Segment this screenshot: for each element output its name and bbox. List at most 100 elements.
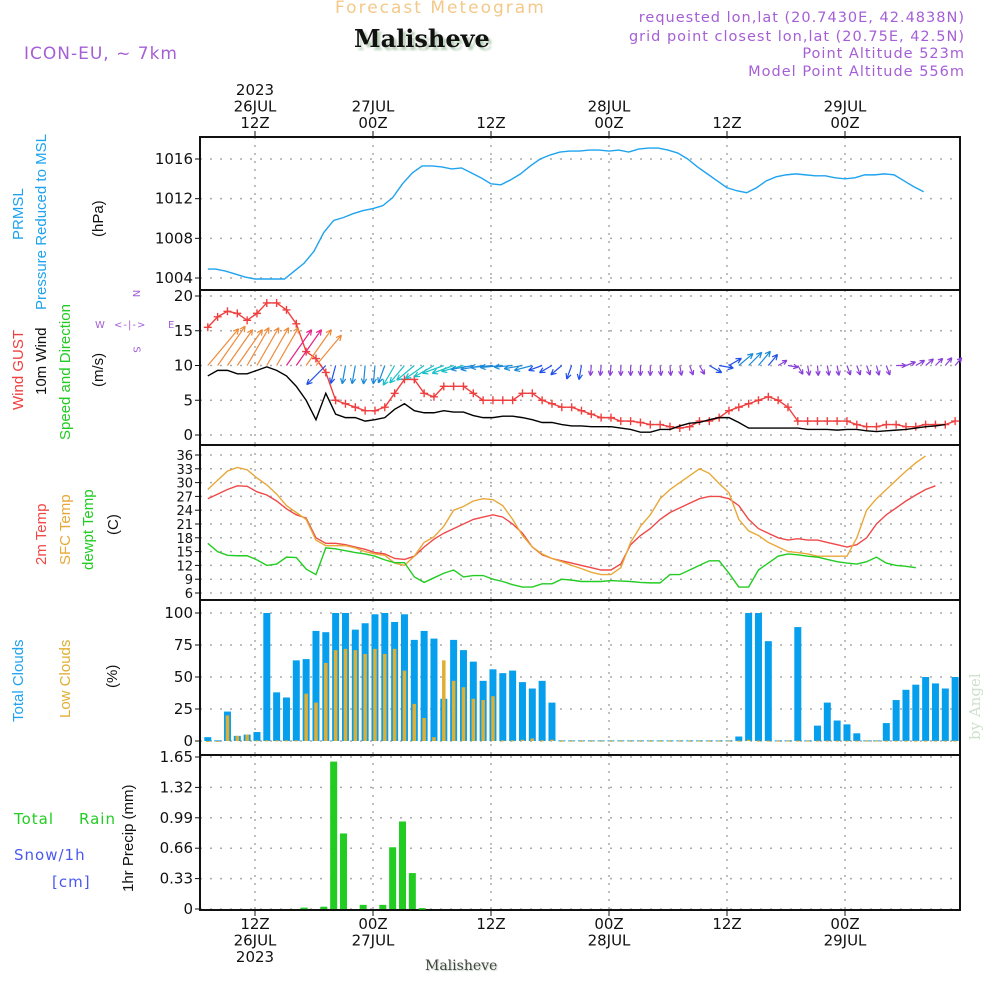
gust-marker	[488, 396, 497, 405]
cloud-bar-low_clouds	[796, 740, 800, 742]
snow-unit: [cm]	[52, 873, 91, 891]
wind-arrow	[866, 365, 872, 376]
precip-ytick-label: 0.99	[160, 809, 193, 827]
gust-marker	[862, 422, 871, 431]
cloud-bar-total_clouds	[813, 725, 821, 741]
top-time-label: 12Z	[712, 114, 741, 132]
series-line-pressure	[207, 147, 924, 280]
cloud-bar-low_clouds	[560, 740, 564, 742]
cloud-bar-low_clouds	[451, 680, 456, 741]
cloud-bar-low_clouds	[392, 648, 397, 741]
cloud-bar-low_clouds	[422, 717, 426, 741]
precip-ytick-label: 0	[183, 900, 193, 918]
compass-w: W	[95, 320, 105, 331]
temp-ytick-label: 21	[176, 518, 193, 533]
wind-arrow	[777, 359, 788, 367]
gust-marker	[793, 417, 802, 426]
gust-marker	[331, 396, 340, 405]
compass-e: E	[168, 320, 175, 331]
gust-marker	[744, 399, 753, 408]
gust-marker	[518, 389, 527, 398]
cloud-bar-low_clouds	[638, 740, 643, 742]
wind-arrow	[389, 365, 405, 384]
gust-marker	[243, 316, 252, 325]
cloud-bar-low_clouds	[215, 741, 220, 742]
temp-ytick-label: 6	[185, 587, 193, 602]
wind-arrow	[295, 329, 323, 366]
gust-marker	[734, 403, 743, 412]
panel-frame-precip	[199, 754, 961, 911]
gust-marker	[557, 403, 566, 412]
precip-ytick-label: 0.66	[160, 839, 193, 857]
cloud-bar-low_clouds	[943, 740, 948, 742]
wind-arrow	[306, 365, 327, 386]
top-time-label: 00Z	[830, 114, 859, 132]
wind-ytick-label: 10	[174, 357, 193, 375]
cloud-bar-low_clouds	[333, 650, 338, 741]
wind-arrow	[315, 334, 343, 366]
temp-ytick-label: 12	[176, 559, 193, 574]
wind-arrow	[627, 365, 634, 376]
cloud-bar-low_clouds	[245, 734, 249, 741]
wind-arrow	[340, 365, 347, 385]
cloud-bar-low_clouds	[501, 740, 505, 742]
wind-arrow	[954, 357, 963, 366]
cloud-bar-low_clouds	[373, 648, 377, 741]
gust-marker	[951, 417, 960, 426]
cloud-bar-low_clouds	[540, 740, 544, 742]
cloud-bar-low_clouds	[314, 702, 318, 741]
wind-arrow	[846, 365, 852, 376]
gust-marker	[597, 413, 606, 422]
wind-arrow	[305, 329, 332, 366]
wind-arrow	[382, 365, 396, 386]
rain-bar	[379, 904, 387, 909]
wind-arrow	[404, 365, 425, 380]
clouds-ytick-label: 100	[164, 604, 193, 622]
gust-marker	[724, 406, 733, 415]
cloud-bar-low_clouds	[461, 687, 466, 741]
gust-marker	[498, 396, 507, 405]
wind-arrow	[528, 364, 543, 372]
top-time-label: 00Z	[594, 114, 623, 132]
wind-arrow	[935, 357, 944, 366]
rain-bar	[418, 908, 426, 910]
gust-marker	[587, 410, 596, 419]
precip-ytick-label: 1.65	[160, 748, 193, 766]
cloud-bar-low_clouds	[628, 740, 633, 742]
cloud-bar-total_clouds	[951, 677, 959, 741]
point-altitude: Point Altitude 523m	[802, 46, 965, 62]
precip-ytick-label: 0.33	[160, 870, 193, 888]
cloud-bar-total_clouds	[931, 683, 939, 741]
wind-arrow	[565, 365, 573, 380]
cloud-bar-low_clouds	[648, 740, 653, 742]
gust-marker	[606, 413, 615, 422]
cloud-bar-total_clouds	[745, 613, 753, 741]
wind-arrow	[266, 327, 290, 366]
wind-arrow	[896, 362, 907, 369]
cloud-bar-total_clouds	[410, 639, 418, 741]
gust-marker	[508, 396, 517, 405]
compass-icon: N S W E <-|->	[95, 289, 175, 353]
top-time-label: 28JUL	[588, 98, 631, 116]
bottom-time-label: 12Z	[240, 915, 269, 933]
cloud-bar-low_clouds	[304, 693, 308, 741]
cloud-bar-total_clouds	[499, 673, 507, 741]
gust-marker	[213, 312, 222, 321]
gust-marker	[469, 389, 478, 398]
cloud-bar-total_clouds	[538, 680, 546, 741]
cloud-bar-low_clouds	[737, 740, 741, 742]
wind-arrow	[256, 327, 280, 366]
gust-marker	[656, 420, 665, 429]
wind-arrow	[597, 365, 604, 376]
temp-ytick-label: 24	[176, 504, 193, 519]
cloud-bar-low_clouds	[835, 740, 839, 742]
wind-arrow	[513, 364, 533, 373]
gust-marker	[931, 420, 940, 429]
gust-marker	[685, 422, 694, 431]
gust-marker	[262, 298, 271, 307]
gust-marker	[833, 417, 842, 426]
series-line-sfc	[207, 455, 927, 576]
cloud-bar-total_clouds	[833, 720, 841, 741]
clouds-ytick-label: 0	[183, 732, 193, 750]
